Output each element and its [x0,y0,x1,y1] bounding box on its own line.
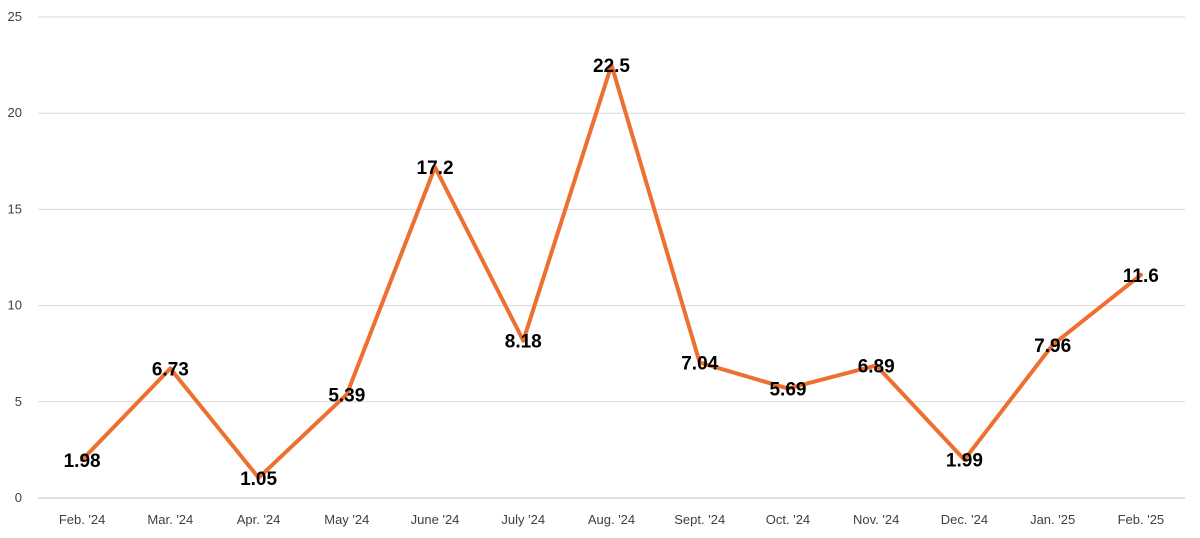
data-label: 5.69 [769,380,806,401]
y-gridlines [38,16,1185,403]
data-point [609,63,614,68]
x-axis-tick-labels: Feb. '24 Mar. '24 Apr. '24 May '24 June '24 J… [59,512,1164,527]
data-point [697,360,702,365]
data-point [168,366,173,371]
y-tick-label: 10 [8,298,22,313]
x-tick-label: June '24 [411,512,460,527]
data-label: 1.05 [240,469,277,490]
data-point [80,457,85,462]
x-tick-label: Oct. '24 [766,512,810,527]
x-tick-label: Sept. '24 [674,512,725,527]
data-point [433,165,438,170]
data-label: 1.99 [946,451,983,472]
data-labels: 1.98 6.73 1.05 5.39 17.2 8.18 22.5 7.04 5.69 6.89… [64,56,1159,490]
data-point [521,338,526,343]
data-label: 6.89 [858,356,895,377]
series-line [80,63,1143,480]
data-point [1050,342,1055,347]
y-tick-label: 0 [15,490,22,505]
y-tick-label: 5 [15,394,22,409]
x-tick-label: July '24 [501,512,545,527]
x-tick-label: Mar. '24 [147,512,193,527]
data-point [256,475,261,480]
x-tick-label: Jan. '25 [1030,512,1075,527]
data-label: 8.18 [505,332,542,353]
y-tick-label: 15 [8,201,22,216]
data-label: 7.04 [681,354,718,375]
data-point [344,392,349,397]
y-axis-tick-labels: 0 5 10 15 20 25 [8,9,22,505]
data-point [874,363,879,368]
data-label: 7.96 [1034,336,1071,357]
data-label: 22.5 [593,56,630,77]
data-label: 17.2 [417,158,454,179]
x-tick-label: Dec. '24 [941,512,988,527]
x-tick-label: Nov. '24 [853,512,899,527]
data-label: 5.39 [328,385,365,406]
y-tick-label: 25 [8,9,22,24]
data-label: 6.73 [152,360,189,381]
data-label: 1.98 [64,451,101,472]
data-point [962,457,967,462]
data-label: 11.6 [1123,266,1159,287]
x-tick-label: Apr. '24 [237,512,281,527]
data-point [1138,272,1143,277]
x-tick-label: Feb. '24 [59,512,106,527]
x-tick-label: Aug. '24 [588,512,635,527]
x-tick-label: May '24 [324,512,369,527]
data-point [785,386,790,391]
x-tick-label: Feb. '25 [1118,512,1165,527]
y-tick-label: 20 [8,105,22,120]
